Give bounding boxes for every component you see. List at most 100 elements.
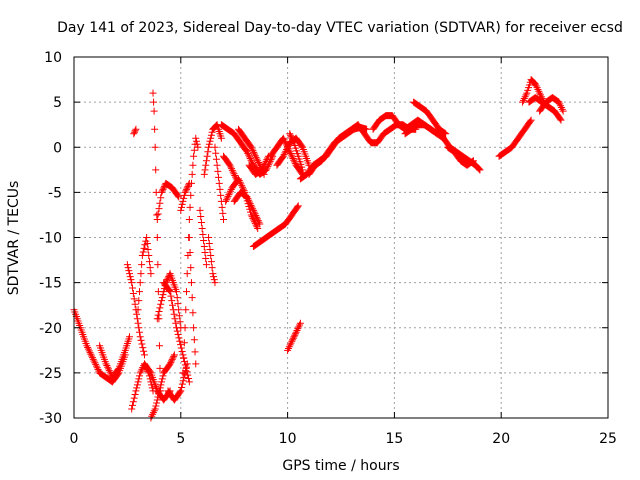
data-point <box>222 196 230 204</box>
data-markers <box>70 76 567 422</box>
data-point <box>176 337 184 345</box>
data-point <box>223 194 231 202</box>
data-point <box>103 362 111 370</box>
data-point <box>139 344 147 352</box>
data-point <box>89 355 97 363</box>
data-point <box>149 410 157 418</box>
data-point <box>133 310 141 318</box>
data-point <box>290 156 298 164</box>
data-point <box>228 165 236 173</box>
data-point <box>210 273 218 281</box>
data-point <box>153 215 161 223</box>
data-point <box>217 134 225 142</box>
data-point <box>152 402 160 410</box>
data-point <box>291 330 299 338</box>
data-point <box>187 179 195 187</box>
data-point <box>123 261 131 269</box>
data-point <box>159 372 167 380</box>
data-point <box>90 357 98 365</box>
data-point <box>170 310 178 318</box>
data-point <box>294 325 302 333</box>
data-point <box>131 128 139 136</box>
data-point <box>150 107 158 115</box>
data-point <box>158 378 166 386</box>
data-point <box>126 333 134 341</box>
data-point <box>129 289 137 297</box>
series-arc42 <box>495 116 535 160</box>
y-tick-label: 10 <box>44 50 62 66</box>
data-point <box>85 347 93 355</box>
data-point <box>136 328 144 336</box>
data-point <box>166 360 174 368</box>
data-point <box>149 409 157 417</box>
data-point <box>254 224 262 232</box>
data-point <box>150 98 158 106</box>
data-point <box>153 315 161 323</box>
data-point <box>182 185 190 193</box>
data-point <box>145 252 153 260</box>
data-point <box>247 156 255 164</box>
data-point <box>287 133 295 141</box>
data-point <box>291 331 299 339</box>
data-point <box>176 318 184 326</box>
series-arc21 <box>217 121 277 178</box>
data-point <box>104 365 112 373</box>
data-point <box>519 98 527 106</box>
data-point <box>288 134 296 142</box>
data-point <box>202 261 210 269</box>
data-point <box>245 198 253 206</box>
data-point <box>208 264 216 272</box>
data-point <box>187 279 195 287</box>
data-point <box>537 91 545 99</box>
data-point <box>155 387 163 395</box>
data-point <box>226 189 234 197</box>
data-point <box>139 248 147 256</box>
data-point <box>149 89 157 97</box>
data-point <box>158 187 166 195</box>
series-arc10 <box>153 179 183 223</box>
data-point <box>84 345 92 353</box>
data-point <box>250 150 258 158</box>
data-point <box>284 142 292 150</box>
data-point <box>154 393 162 401</box>
data-point <box>159 185 167 193</box>
data-point <box>287 149 295 157</box>
data-point <box>130 394 138 402</box>
data-point <box>260 162 268 170</box>
x-tick-label: 5 <box>176 431 185 447</box>
data-point <box>255 160 263 168</box>
data-point <box>220 215 228 223</box>
data-point <box>213 161 221 169</box>
data-point <box>557 104 565 112</box>
data-point <box>169 354 177 362</box>
data-point <box>196 206 204 214</box>
data-point <box>185 215 193 223</box>
data-point <box>244 195 252 203</box>
data-point <box>243 148 251 156</box>
data-point <box>133 315 141 323</box>
data-point <box>520 95 528 103</box>
data-point <box>211 143 219 151</box>
data-point <box>206 246 214 254</box>
data-point <box>182 306 190 314</box>
data-point <box>252 212 260 220</box>
data-point <box>205 143 213 151</box>
data-point <box>556 100 564 108</box>
data-point <box>555 98 563 106</box>
data-point <box>177 341 185 349</box>
data-point <box>263 156 271 164</box>
data-point <box>207 131 215 139</box>
data-point <box>131 300 139 308</box>
data-point <box>198 224 206 232</box>
data-point <box>143 234 151 241</box>
data-point <box>205 140 213 148</box>
data-point <box>280 151 288 159</box>
data-point <box>299 166 307 174</box>
data-point <box>178 200 186 208</box>
data-point <box>106 368 114 376</box>
data-point <box>124 264 132 272</box>
data-point <box>289 136 297 144</box>
data-point <box>284 345 292 353</box>
data-point <box>238 183 246 191</box>
data-point <box>244 149 252 157</box>
